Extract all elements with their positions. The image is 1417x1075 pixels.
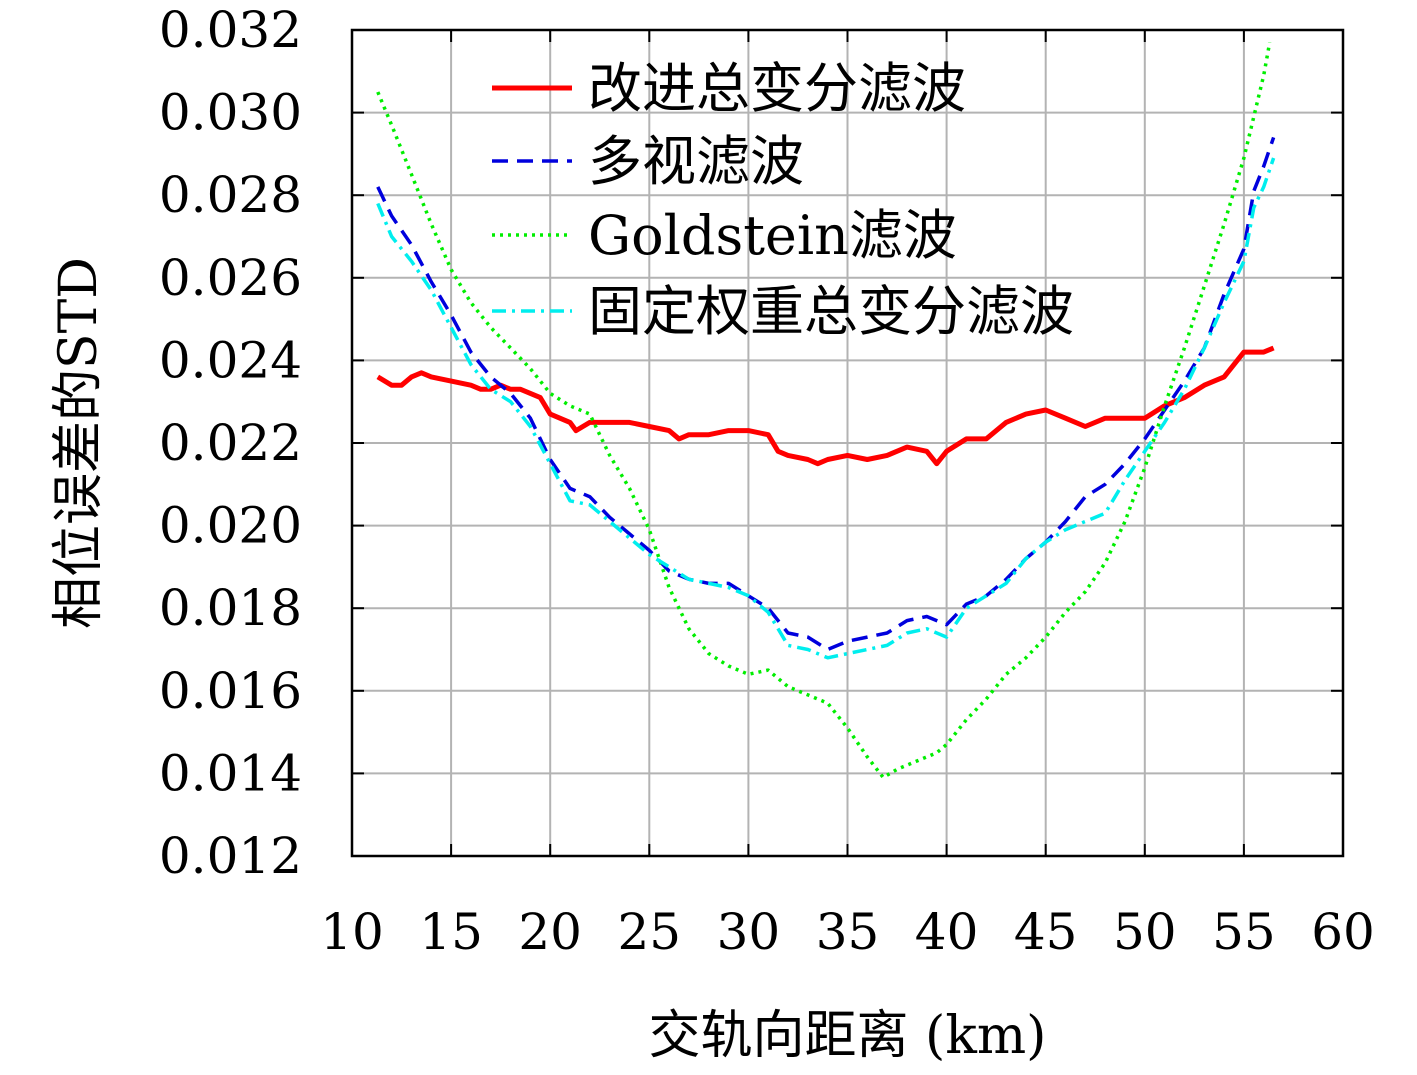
legend-label-2: 多视滤波 — [588, 130, 804, 193]
y-tick-label: 0.026 — [159, 249, 302, 307]
legend-label-1: 改进总变分滤波 — [588, 57, 966, 120]
ticks-layer: 10 15 20 25 30 35 40 45 50 55 60 0.012 0.014 0.016 0.0… — [159, 1, 1375, 961]
x-tick-label: 25 — [617, 903, 681, 961]
y-tick-label: 0.016 — [159, 662, 302, 720]
series-line-3 — [376, 42, 1272, 780]
x-tick-label: 35 — [816, 903, 880, 961]
y-tick-label: 0.032 — [159, 1, 302, 59]
series-line-2 — [376, 136, 1276, 652]
y-tick-label: 0.028 — [159, 166, 302, 224]
legend-label-4: 固定权重总变分滤波 — [588, 280, 1074, 343]
y-tick-label: 0.012 — [159, 827, 302, 885]
y-tick-label: 0.022 — [159, 414, 302, 472]
x-tick-label: 40 — [915, 903, 979, 961]
series-line-4 — [376, 157, 1276, 660]
series-line-1 — [376, 345, 1275, 467]
x-tick-label: 55 — [1212, 903, 1276, 961]
x-tick-label: 50 — [1113, 903, 1177, 961]
y-tick-label: 0.024 — [159, 331, 302, 389]
x-tick-label: 60 — [1311, 903, 1375, 961]
grid-layer — [351, 29, 1344, 857]
legend-label-3: Goldstein滤波 — [588, 204, 957, 267]
series-layer — [376, 42, 1276, 780]
y-tick-label: 0.018 — [159, 579, 302, 637]
y-tick-label: 0.014 — [159, 744, 302, 802]
x-tick-label: 15 — [419, 903, 483, 961]
x-tick-label: 20 — [518, 903, 582, 961]
x-tick-label: 45 — [1014, 903, 1078, 961]
x-axis-title: 交轨向距离 (km) — [649, 1006, 1047, 1066]
y-axis-title: 相位误差的STD — [49, 257, 109, 629]
y-tick-label: 0.020 — [159, 497, 302, 555]
x-tick-label: 10 — [320, 903, 384, 961]
y-tick-label: 0.030 — [159, 84, 302, 142]
x-tick-label: 30 — [717, 903, 781, 961]
